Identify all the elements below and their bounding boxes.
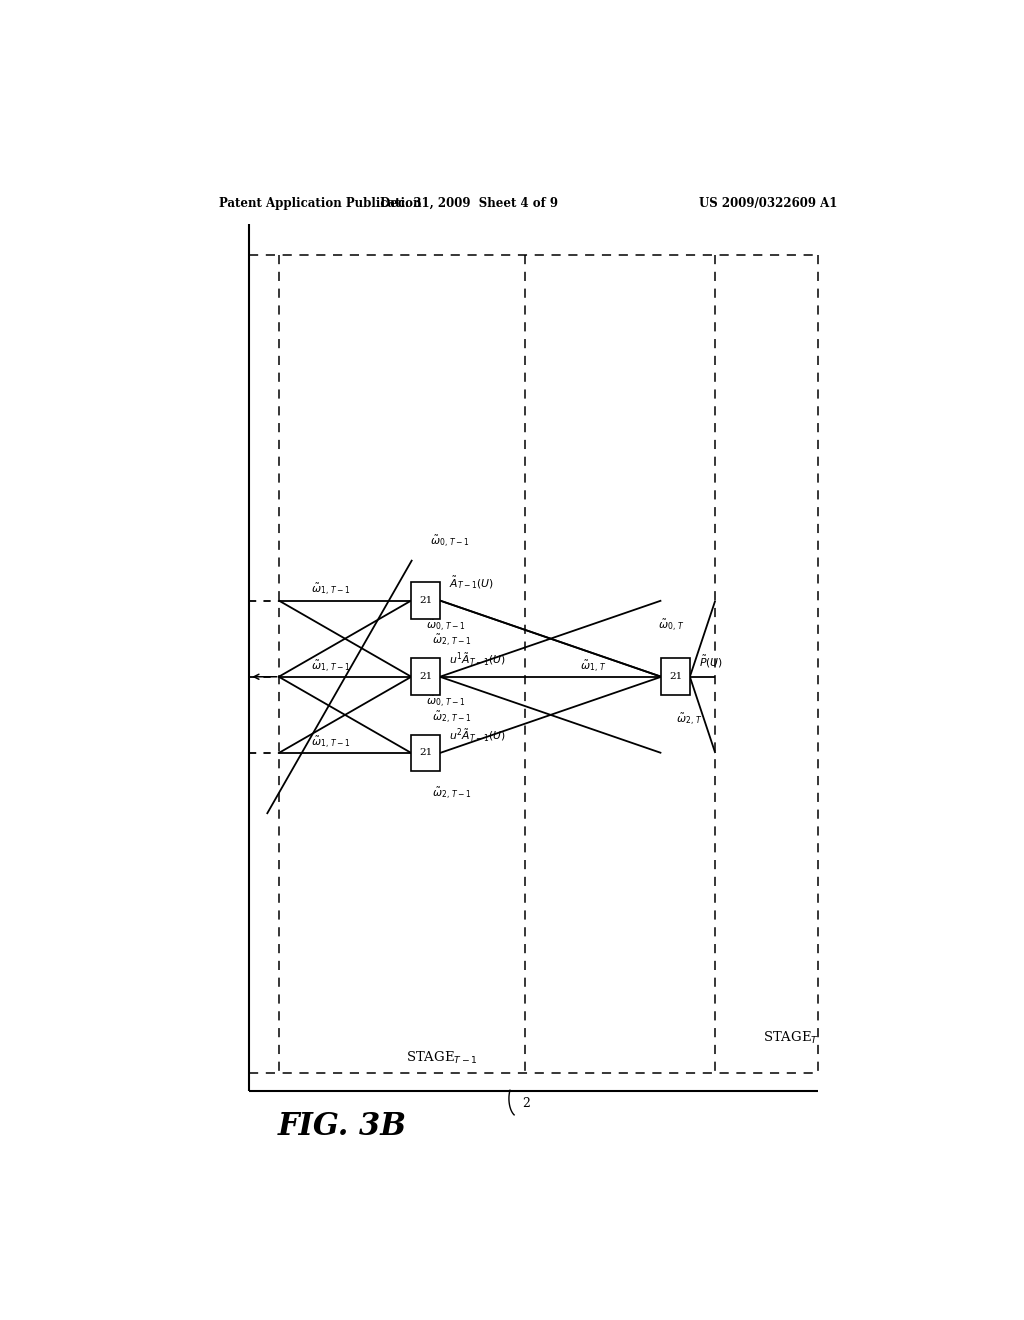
Text: $\tilde{\omega}_{2,\,T}$: $\tilde{\omega}_{2,\,T}$ [676,711,701,727]
Text: 2: 2 [522,1097,530,1110]
Bar [412,582,440,619]
Text: 21: 21 [419,597,432,605]
Text: FIG. 3B: FIG. 3B [278,1110,407,1142]
Text: $\tilde{\omega}_{2,\,T-1}$: $\tilde{\omega}_{2,\,T-1}$ [432,709,471,726]
Text: $\tilde{\omega}_{1,\,T}$: $\tilde{\omega}_{1,\,T}$ [581,659,606,675]
Text: $u^2\tilde{A}_{T-1}(U)$: $u^2\tilde{A}_{T-1}(U)$ [450,726,506,743]
Text: $\tilde{\omega}_{0,\,T}$: $\tilde{\omega}_{0,\,T}$ [658,618,684,634]
Text: $\tilde{\omega}_{1,\,T-1}$: $\tilde{\omega}_{1,\,T-1}$ [310,582,350,598]
Text: $\tilde{\omega}_{1,\,T-1}$: $\tilde{\omega}_{1,\,T-1}$ [310,659,350,675]
Text: STAGE$_T$: STAGE$_T$ [763,1030,819,1045]
Text: 21: 21 [669,672,682,681]
Bar [412,735,440,771]
Text: $\tilde{P}(U)$: $\tilde{P}(U)$ [699,653,723,669]
Text: 21: 21 [419,748,432,758]
Text: US 2009/0322609 A1: US 2009/0322609 A1 [699,197,838,210]
Text: $\tilde{A}_{T-1}(U)$: $\tilde{A}_{T-1}(U)$ [450,574,495,590]
Text: $\tilde{\omega}_{2,\,T-1}$: $\tilde{\omega}_{2,\,T-1}$ [432,785,471,801]
Bar [662,659,690,696]
Text: Dec. 31, 2009  Sheet 4 of 9: Dec. 31, 2009 Sheet 4 of 9 [380,197,558,210]
Text: $\tilde{\omega}_{0,\,T-1}$: $\tilde{\omega}_{0,\,T-1}$ [430,533,469,549]
Bar [412,659,440,696]
Text: Patent Application Publication: Patent Application Publication [219,197,422,210]
Text: $\tilde{\omega}_{2,\,T-1}$: $\tilde{\omega}_{2,\,T-1}$ [432,634,471,649]
Text: $\tilde{\omega}_{0,\,T-1}$: $\tilde{\omega}_{0,\,T-1}$ [426,618,465,634]
Text: 21: 21 [419,672,432,681]
Text: $\tilde{\omega}_{1,\,T-1}$: $\tilde{\omega}_{1,\,T-1}$ [310,735,350,751]
Text: $u^1\tilde{A}_{T-1}(U)$: $u^1\tilde{A}_{T-1}(U)$ [450,649,506,667]
Text: $\tilde{\omega}_{0,\,T-1}$: $\tilde{\omega}_{0,\,T-1}$ [426,694,465,710]
Text: STAGE$_{T-1}$: STAGE$_{T-1}$ [406,1049,477,1067]
